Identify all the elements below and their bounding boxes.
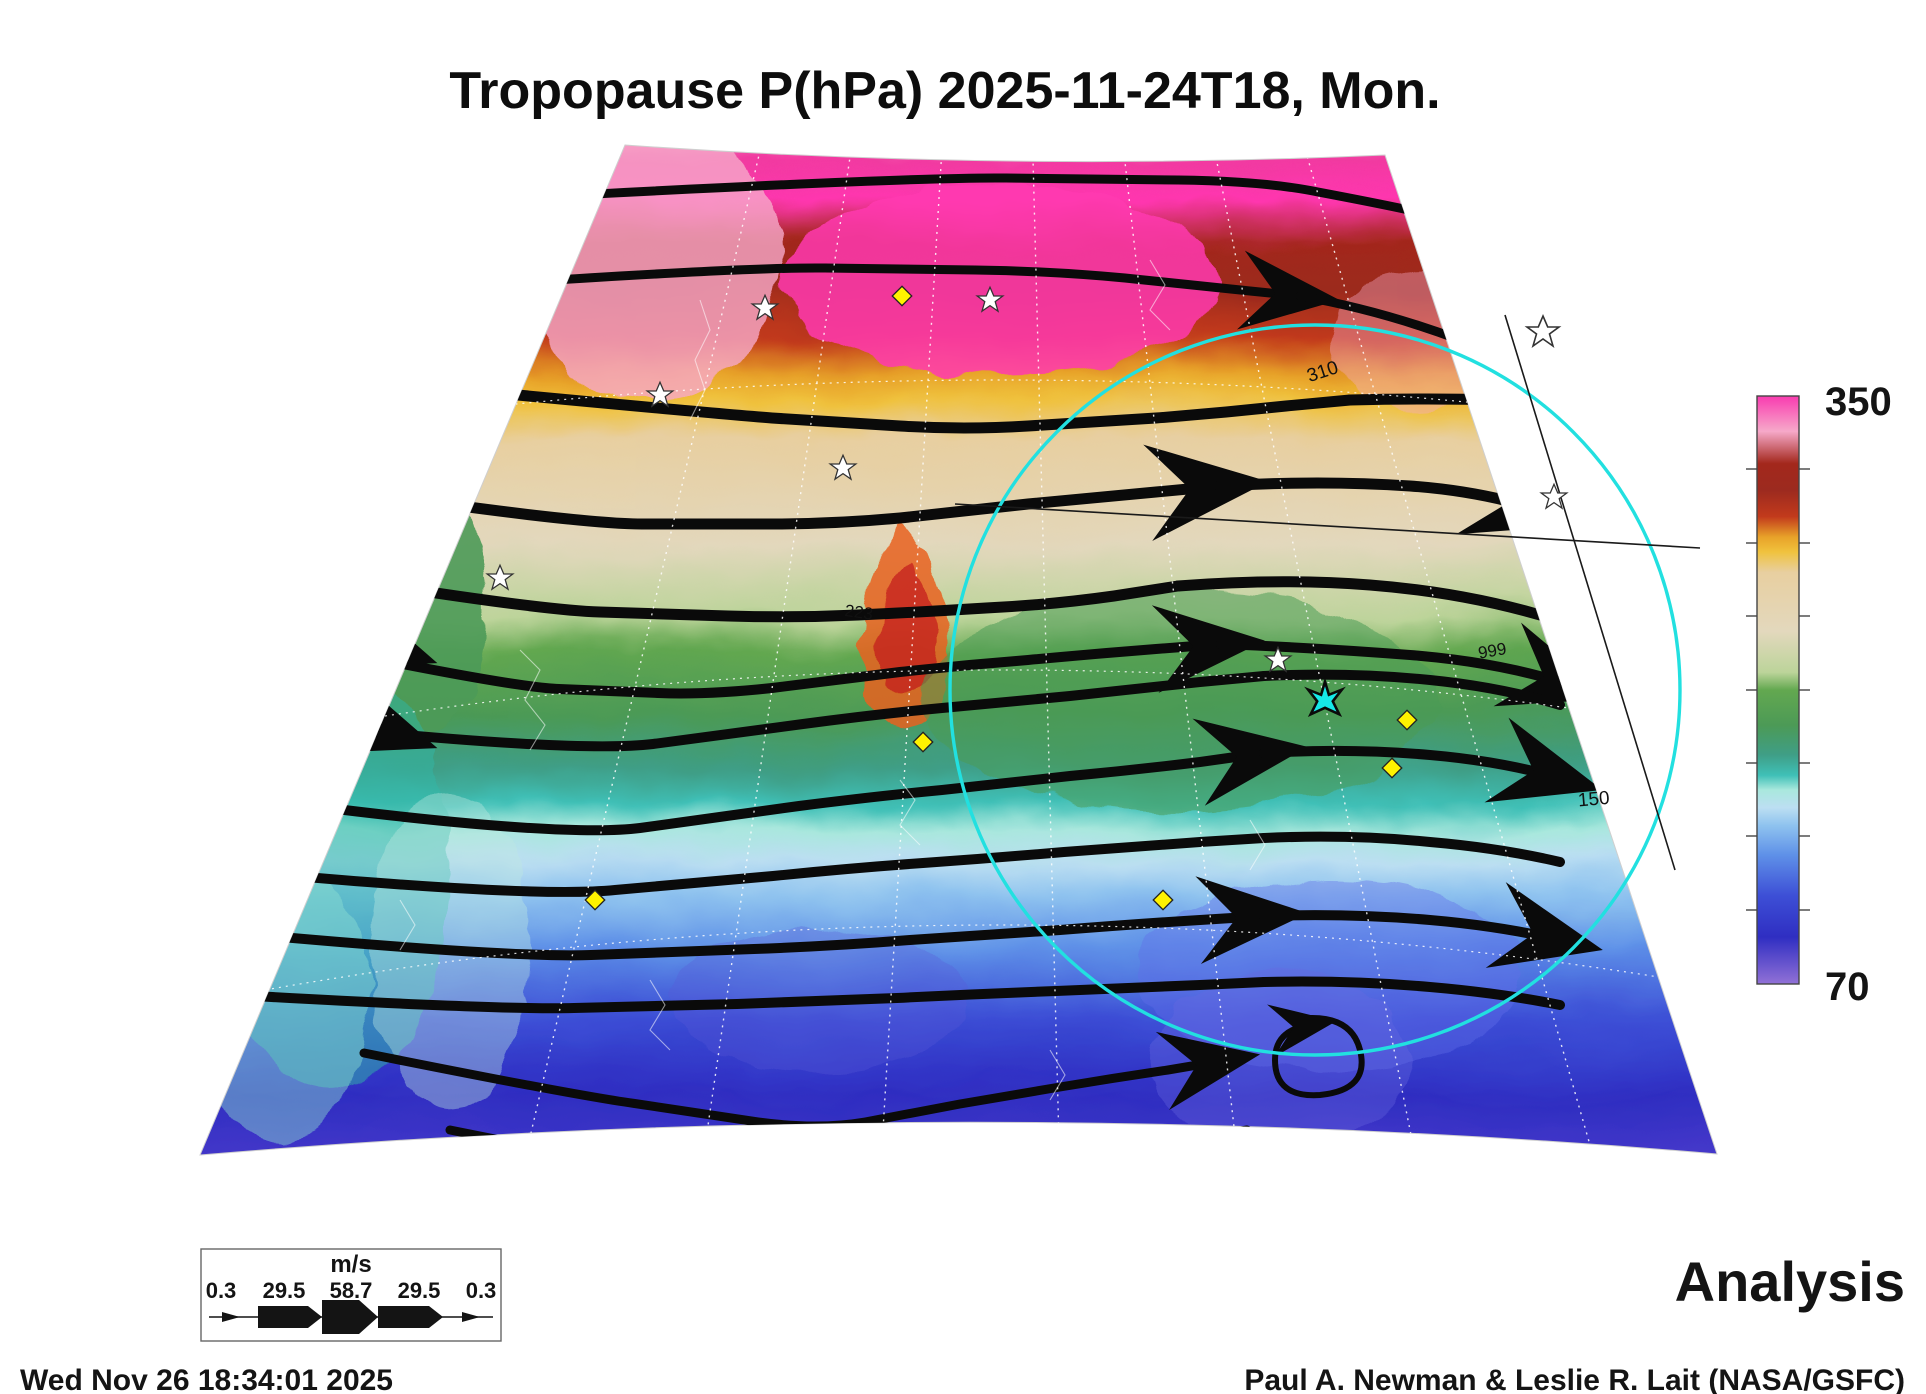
svg-text:Analysis: Analysis: [1675, 1250, 1905, 1313]
svg-text:58.7: 58.7: [330, 1278, 373, 1303]
svg-text:Tropopause P(hPa) 2025-11-24T1: Tropopause P(hPa) 2025-11-24T18, Mon.: [449, 62, 1440, 120]
svg-text:29.5: 29.5: [263, 1278, 306, 1303]
svg-text:Paul A. Newman & Leslie R. Lai: Paul A. Newman & Leslie R. Lait (NASA/GS…: [1244, 1364, 1905, 1394]
svg-text:Wed Nov 26 18:34:01 2025: Wed Nov 26 18:34:01 2025: [20, 1364, 393, 1394]
svg-text:350: 350: [1825, 380, 1892, 424]
svg-text:29.5: 29.5: [398, 1278, 441, 1303]
svg-text:223: 223: [843, 601, 874, 624]
svg-text:0.3: 0.3: [466, 1278, 497, 1303]
svg-text:70: 70: [1825, 965, 1870, 1009]
svg-text:m/s: m/s: [330, 1251, 371, 1278]
svg-text:150: 150: [1577, 788, 1610, 812]
svg-text:0.3: 0.3: [206, 1278, 237, 1303]
